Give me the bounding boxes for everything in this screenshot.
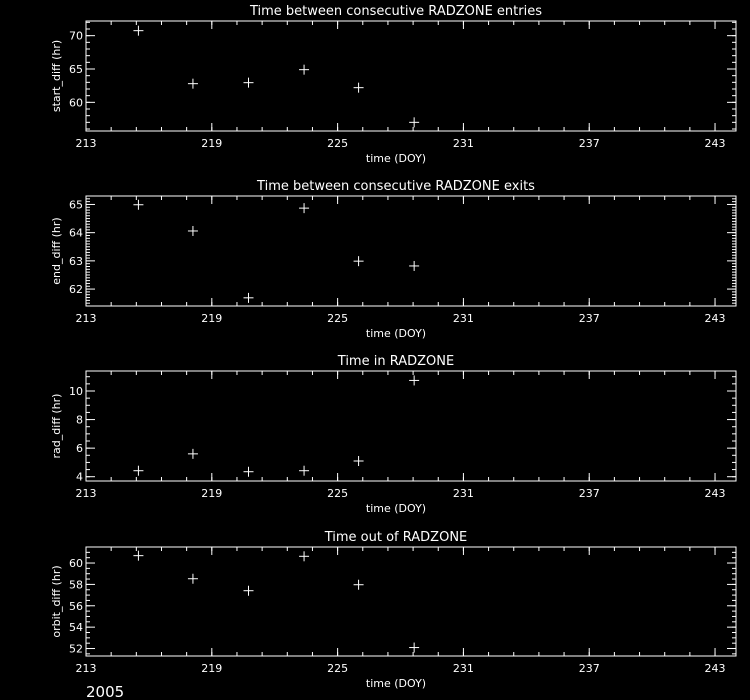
y-tick-label: 6 [76, 442, 83, 455]
x-tick-label: 237 [579, 662, 600, 675]
x-tick-label: 237 [579, 137, 600, 150]
x-tick-label: 231 [453, 662, 474, 675]
chart-title: Time in RADZONE [337, 354, 454, 369]
y-tick-label: 56 [69, 600, 83, 613]
y-axis-label: start_diff (hr) [50, 40, 63, 112]
data-point [353, 456, 364, 466]
plot-frame [85, 195, 737, 307]
x-tick-label: 237 [579, 312, 600, 325]
x-tick-label: 225 [327, 487, 348, 500]
panel-4: Time out of RADZONE time (DOY) orbit_diff … [50, 530, 737, 690]
y-tick-label: 60 [69, 96, 83, 109]
x-tick-label: 213 [76, 487, 97, 500]
y-tick-label: 60 [69, 557, 83, 570]
data-point [299, 551, 310, 562]
y-tick-label: 64 [69, 227, 83, 240]
y-tick-label: 65 [69, 63, 83, 76]
plot-frame [85, 370, 737, 482]
x-tick-label: 213 [76, 312, 97, 325]
x-tick-label: 231 [453, 487, 474, 500]
y-tick-label: 63 [69, 255, 83, 268]
plot-frame [85, 546, 737, 657]
y-axis-label: orbit_diff (hr) [50, 565, 63, 637]
data-point [133, 199, 144, 210]
data-point [353, 579, 364, 590]
x-tick-label: 225 [327, 137, 348, 150]
x-tick-label: 219 [201, 662, 222, 675]
data-point [353, 82, 364, 93]
data-point [409, 375, 420, 386]
panel-2: Time between consecutive RADZONE exits ti… [50, 179, 737, 340]
data-point [133, 465, 144, 476]
data-point [133, 25, 144, 36]
x-tick-label: 243 [705, 137, 726, 150]
y-tick-label: 70 [69, 30, 83, 43]
x-tick-label: 231 [453, 312, 474, 325]
y-tick-label: 52 [69, 643, 83, 656]
x-axis-label: time (DOY) [366, 502, 426, 515]
x-axis-label: time (DOY) [366, 152, 426, 165]
panel-1: Time between consecutive RADZONE entries… [50, 4, 737, 165]
x-tick-label: 225 [327, 662, 348, 675]
x-tick-label: 243 [705, 662, 726, 675]
chart-title: Time out of RADZONE [324, 530, 468, 545]
data-point [243, 585, 254, 596]
x-tick-label: 225 [327, 312, 348, 325]
x-tick-label: 237 [579, 487, 600, 500]
y-tick-label: 8 [76, 414, 83, 427]
data-point [133, 550, 144, 561]
data-point [187, 573, 198, 584]
y-tick-label: 62 [69, 283, 83, 296]
x-tick-label: 219 [201, 137, 222, 150]
data-point [243, 466, 254, 477]
x-tick-label: 219 [201, 487, 222, 500]
x-tick-label: 213 [76, 662, 97, 675]
data-point [243, 77, 254, 88]
data-point [409, 117, 420, 128]
y-tick-label: 10 [69, 385, 83, 398]
data-point [187, 225, 198, 236]
data-point [299, 203, 310, 214]
x-tick-label: 219 [201, 312, 222, 325]
data-point [409, 642, 420, 653]
data-point [187, 448, 198, 459]
x-tick-label: 243 [705, 312, 726, 325]
year-label: 2005 [86, 683, 124, 700]
y-tick-label: 65 [69, 198, 83, 211]
panel-3: Time in RADZONE time (DOY) rad_diff (hr) 21… [50, 354, 737, 515]
y-tick-label: 58 [69, 578, 83, 591]
data-point [409, 260, 420, 271]
data-point [299, 64, 310, 75]
x-tick-label: 231 [453, 137, 474, 150]
chart-title: Time between consecutive RADZONE exits [256, 179, 535, 194]
data-point [187, 78, 198, 89]
x-axis-label: time (DOY) [366, 327, 426, 340]
x-tick-label: 213 [76, 137, 97, 150]
y-axis-label: rad_diff (hr) [50, 394, 63, 459]
chart-title: Time between consecutive RADZONE entries [249, 4, 542, 19]
data-point [353, 256, 364, 267]
y-tick-label: 54 [69, 621, 83, 634]
x-tick-label: 243 [705, 487, 726, 500]
x-axis-label: time (DOY) [366, 677, 426, 690]
data-point [243, 292, 254, 303]
y-axis-label: end_diff (hr) [50, 217, 63, 284]
data-point [299, 465, 310, 476]
plot-frame [85, 20, 737, 132]
y-tick-label: 4 [76, 471, 83, 484]
